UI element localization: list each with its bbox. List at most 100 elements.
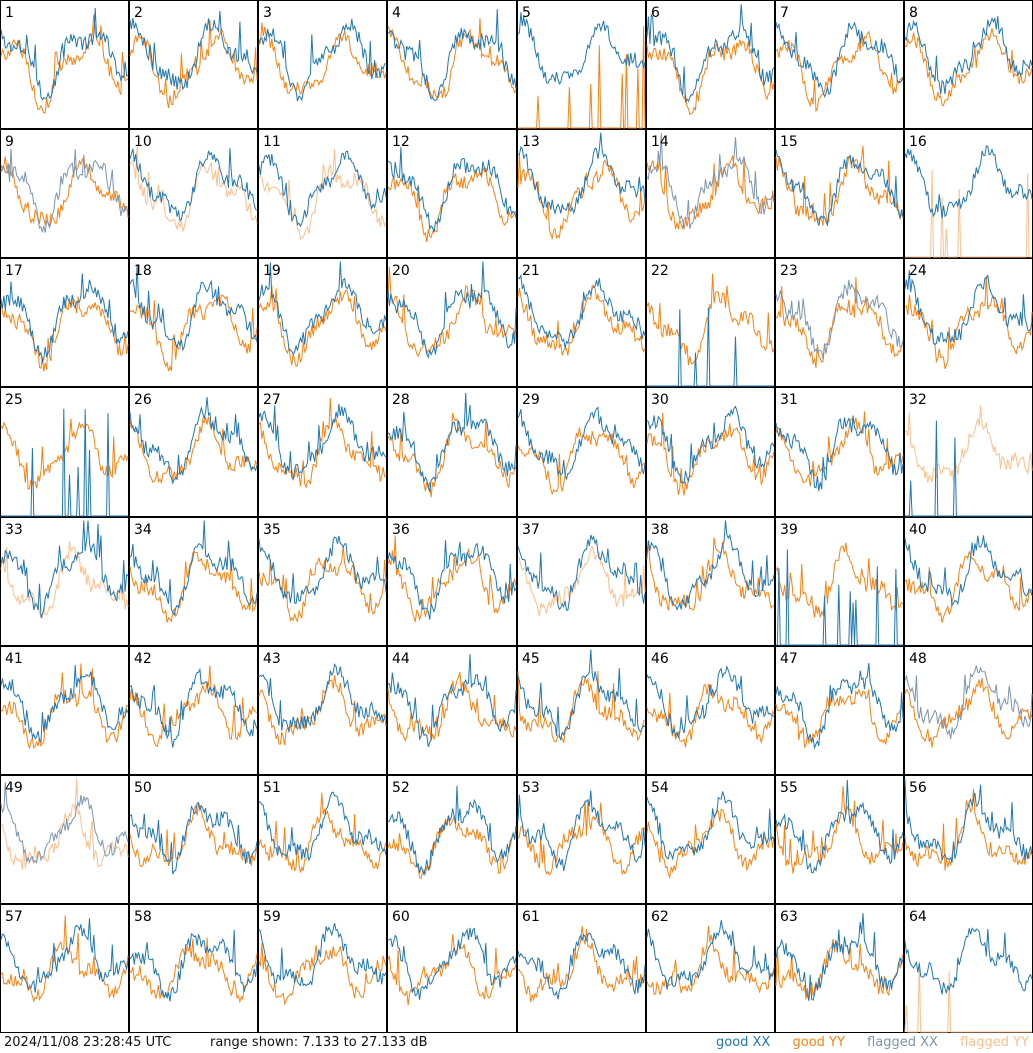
xx-line <box>904 927 1033 995</box>
xx-line <box>0 918 129 993</box>
yy-line <box>387 18 517 100</box>
xx-line <box>0 665 129 743</box>
panel-11: 11 <box>258 129 387 258</box>
panel-label: 32 <box>909 392 927 408</box>
panel-label: 40 <box>909 522 927 538</box>
yy-line <box>129 416 258 485</box>
panel-label: 41 <box>5 651 23 667</box>
panel-label: 31 <box>780 392 798 408</box>
legend: good XX good YY flagged XX flagged YY <box>698 1035 1029 1050</box>
panel-51: 51 <box>258 775 387 904</box>
xx-line <box>0 782 129 864</box>
panel-8: 8 <box>904 0 1033 129</box>
xx-line <box>517 790 646 872</box>
panel-10: 10 <box>129 129 258 258</box>
panel-label: 26 <box>134 392 152 408</box>
panel-24: 24 <box>904 258 1033 387</box>
panel-12: 12 <box>387 129 517 258</box>
panel-label: 57 <box>5 909 23 925</box>
xx-line <box>129 667 258 748</box>
panel-label: 2 <box>134 5 143 21</box>
panel-label: 46 <box>651 651 669 667</box>
panel-42: 42 <box>129 646 258 775</box>
panel-label: 37 <box>522 522 540 538</box>
panel-frame <box>0 646 129 775</box>
yy-line <box>775 688 904 749</box>
xx-line <box>517 649 646 742</box>
panel-63: 63 <box>775 904 904 1033</box>
yy-line <box>646 154 775 231</box>
panel-label: 27 <box>263 392 281 408</box>
xx-line <box>775 279 904 360</box>
xx-line <box>129 10 258 91</box>
panel-label: 33 <box>5 522 23 538</box>
panel-label: 63 <box>780 909 798 925</box>
xx-line <box>387 9 517 101</box>
panel-label: 11 <box>263 134 281 150</box>
xx-line <box>646 405 775 485</box>
panel-40: 40 <box>904 517 1033 646</box>
panel-38: 38 <box>646 517 775 646</box>
panel-58: 58 <box>129 904 258 1033</box>
panel-label: 43 <box>263 651 281 667</box>
panel-label: 12 <box>392 134 410 150</box>
panel-32: 32 <box>904 387 1033 517</box>
xx-line <box>387 540 517 620</box>
xx-line <box>387 785 517 877</box>
xx-line <box>517 932 646 1000</box>
panel-frame <box>646 775 775 904</box>
yy-line <box>129 665 258 748</box>
panel-36: 36 <box>387 517 517 646</box>
yy-line <box>517 925 646 1003</box>
panel-label: 3 <box>263 5 272 21</box>
yy-line <box>258 675 387 746</box>
panel-frame <box>129 904 258 1033</box>
panel-25: 25 <box>0 387 129 517</box>
xx-line <box>129 801 258 875</box>
panel-label: 21 <box>522 263 540 279</box>
panel-21: 21 <box>517 258 646 387</box>
panel-52: 52 <box>387 775 517 904</box>
panel-50: 50 <box>129 775 258 904</box>
panel-44: 44 <box>387 646 517 775</box>
panel-39: 39 <box>775 517 904 646</box>
panel-30: 30 <box>646 387 775 517</box>
panel-7: 7 <box>775 0 904 129</box>
xx-line <box>387 147 517 233</box>
panel-22: 22 <box>646 258 775 387</box>
yy-line <box>904 677 1033 748</box>
xx-line <box>517 406 646 481</box>
panel-frame <box>0 775 129 904</box>
panel-43: 43 <box>258 646 387 775</box>
xx-line <box>904 145 1033 219</box>
yy-line <box>387 166 517 243</box>
panel-frame <box>387 387 517 517</box>
range-text: range shown: 7.133 to 27.133 dB <box>210 1035 428 1050</box>
panel-6: 6 <box>646 0 775 129</box>
panel-34: 34 <box>129 517 258 646</box>
yy-line <box>646 537 775 611</box>
xx-line <box>387 392 517 493</box>
panel-59: 59 <box>258 904 387 1033</box>
yy-line <box>258 149 387 240</box>
panel-label: 44 <box>392 651 410 667</box>
yy-line <box>904 961 1032 1033</box>
yy-line <box>258 943 387 1006</box>
panel-frame <box>904 0 1033 129</box>
yy-line <box>129 937 258 1004</box>
panel-57: 57 <box>0 904 129 1033</box>
panel-frame <box>904 904 1033 1033</box>
panel-label: 48 <box>909 651 927 667</box>
legend-good-yy: good YY <box>792 1035 845 1050</box>
yy-line <box>905 170 1032 258</box>
panel-frame <box>775 0 904 129</box>
panel-frame <box>258 904 387 1033</box>
panel-frame <box>129 517 258 646</box>
yy-line <box>775 411 904 487</box>
xx-line <box>258 535 387 604</box>
panel-37: 37 <box>517 517 646 646</box>
panel-frame <box>775 129 904 258</box>
panel-29: 29 <box>517 387 646 517</box>
yy-line <box>387 535 517 622</box>
xx-line <box>904 665 1033 740</box>
